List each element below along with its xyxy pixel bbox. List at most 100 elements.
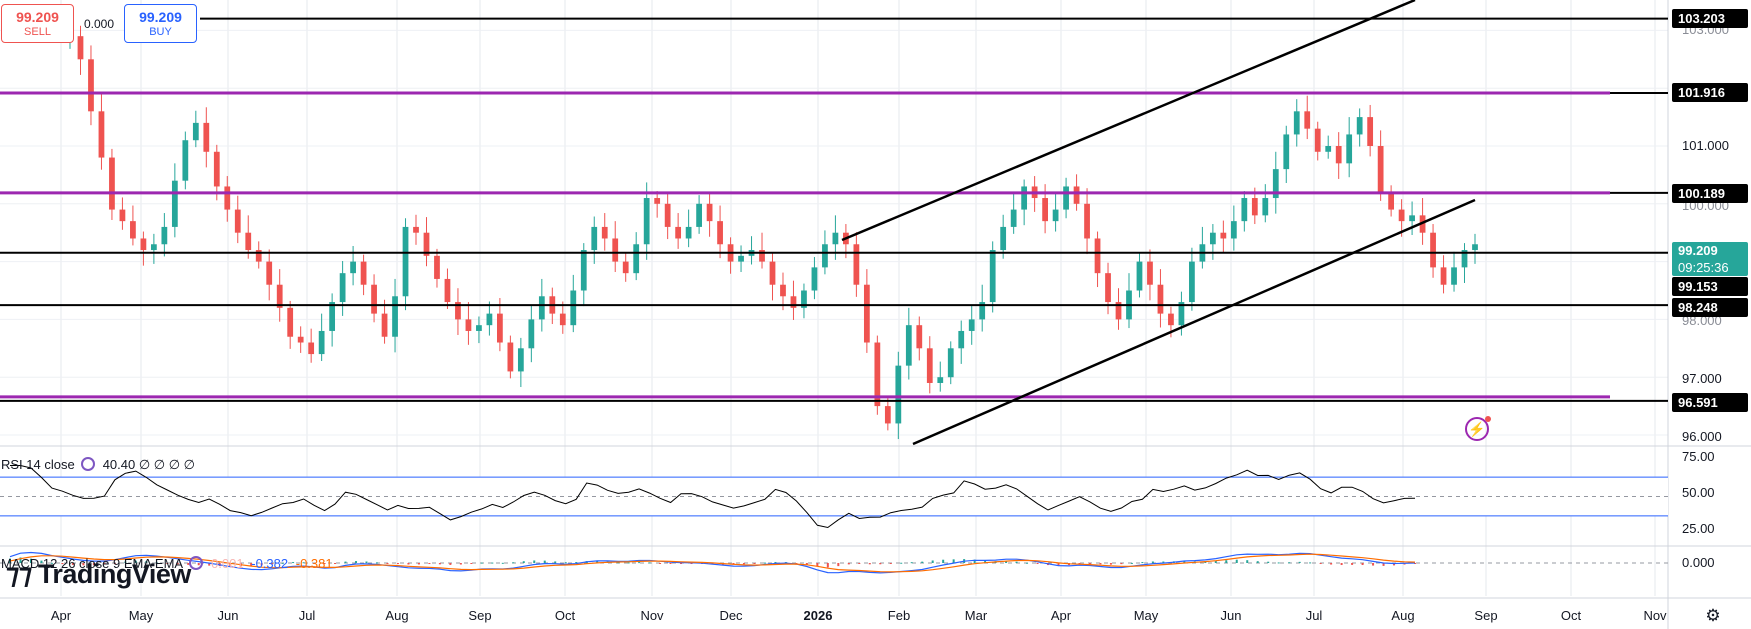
indicator-settings-icon[interactable]: [80, 457, 95, 471]
time-axis-label: Dec: [719, 608, 743, 623]
macd-axis-tick: 0.000: [1682, 555, 1715, 570]
candle-body: [1262, 198, 1269, 216]
candle-body: [780, 284, 786, 297]
price-tag[interactable]: 99.153: [1672, 277, 1748, 296]
candle-body: [580, 250, 587, 291]
candle-body: [1461, 250, 1468, 268]
macd-histogram-bar: [879, 563, 882, 565]
time-axis-label: Sep: [1474, 608, 1498, 623]
macd-histogram-bar: [71, 563, 74, 565]
macd-histogram-bar: [92, 563, 95, 566]
candle-body: [1105, 273, 1111, 303]
candle-body: [150, 244, 157, 251]
buy-label: BUY: [149, 26, 172, 38]
candle-body: [1398, 209, 1405, 222]
macd-histogram-bar: [1277, 562, 1280, 564]
macd-histogram-bar: [805, 563, 808, 565]
macd-histogram-bar: [921, 561, 924, 563]
buy-button[interactable]: 99.209 BUY: [124, 4, 197, 43]
rsi-legend-extra: ∅ ∅ ∅ ∅: [138, 457, 196, 472]
candle-body: [1115, 302, 1122, 320]
time-axis-label: Feb: [887, 608, 911, 623]
macd-histogram-bar: [365, 561, 368, 563]
macd-histogram-bar: [113, 563, 116, 564]
candle-body: [937, 377, 944, 383]
price-tag[interactable]: 101.916: [1672, 83, 1748, 102]
candle-body: [434, 255, 440, 279]
candle-body: [675, 226, 682, 239]
time-axis-label: Jul: [298, 608, 316, 623]
candle-body: [329, 302, 336, 331]
candle-body: [1000, 226, 1007, 251]
macd-legend[interactable]: MACD 12 26 close 9 EMA EMA 0.001 -0.382 -…: [1, 556, 333, 571]
price-tag[interactable]: 103.203: [1672, 9, 1748, 28]
macd-histogram-bar: [29, 558, 32, 563]
macd-histogram-bar: [742, 563, 745, 565]
macd-histogram-bar: [134, 560, 137, 563]
macd-histogram-bar: [1246, 560, 1249, 563]
gear-icon[interactable]: ⚙: [1705, 606, 1721, 625]
candle-body: [1021, 186, 1028, 210]
candle-body: [895, 365, 902, 424]
macd-histogram-bar: [1005, 561, 1008, 563]
candle-body: [538, 296, 545, 320]
macd-histogram-bar: [449, 563, 452, 565]
macd-histogram-bar: [680, 563, 683, 564]
macd-histogram-bar: [1099, 563, 1102, 565]
macd-histogram-bar: [522, 561, 525, 563]
macd-signal-value: -0.381: [295, 556, 333, 571]
candle-body: [171, 180, 178, 227]
lightning-icon[interactable]: ⚡: [1465, 417, 1489, 441]
time-axis-label: Nov: [640, 608, 664, 623]
candle-body: [769, 261, 776, 285]
candle-body: [811, 267, 818, 291]
tradingview-logo-text: TradingView: [37, 559, 192, 589]
macd-histogram-bar: [355, 561, 358, 563]
candle-body: [822, 244, 828, 268]
candle-body: [413, 226, 419, 233]
indicator-settings-icon[interactable]: [189, 556, 204, 570]
candle-body: [1377, 146, 1384, 193]
macd-histogram-bar: [847, 563, 850, 565]
macd-histogram-bar: [61, 563, 64, 565]
macd-histogram-bar: [438, 563, 441, 565]
macd-histogram-bar: [868, 563, 871, 565]
current-price-tag[interactable]: 99.209 09:25:36: [1672, 242, 1748, 276]
candle-body: [1451, 267, 1457, 285]
macd-histogram-bar: [281, 562, 284, 564]
candle-body: [245, 232, 252, 251]
candle-body: [465, 319, 472, 331]
price-tag[interactable]: 96.591: [1672, 393, 1748, 412]
time-axis-label: Sep: [468, 608, 492, 623]
candle-body: [392, 296, 398, 337]
macd-histogram-bar: [1225, 560, 1228, 563]
rsi-legend[interactable]: RSI 14 close 40.40 ∅ ∅ ∅ ∅: [1, 457, 195, 473]
macd-histogram-bar: [1267, 561, 1270, 563]
time-axis-label: Apr: [50, 608, 72, 623]
candle-body: [161, 226, 168, 245]
macd-histogram-bar: [1151, 561, 1154, 563]
candle-body: [1189, 261, 1195, 303]
candle-body: [444, 278, 451, 303]
candle-body: [685, 226, 692, 239]
candle-body: [863, 284, 870, 343]
macd-histogram-bar: [260, 563, 263, 566]
candle-body: [1335, 146, 1342, 164]
macd-histogram-bar: [942, 559, 945, 563]
candle-body: [1241, 198, 1248, 222]
macd-histogram-bar: [480, 562, 483, 564]
candle-body: [1430, 232, 1436, 268]
sell-button[interactable]: 99.209 SELL: [1, 4, 74, 43]
candle-body: [109, 157, 115, 210]
macd-histogram-bar: [145, 561, 148, 563]
price-tag[interactable]: 98.248: [1672, 298, 1748, 317]
rsi-legend-title: RSI 14 close: [1, 457, 75, 472]
macd-histogram-bar: [763, 562, 766, 564]
macd-histogram-bar: [1120, 563, 1123, 565]
candle-body: [130, 221, 136, 239]
macd-histogram-bar: [1141, 562, 1144, 564]
macd-legend-title: MACD 12 26 close 9 EMA EMA: [1, 556, 184, 571]
macd-histogram-bar: [470, 563, 473, 564]
price-tag[interactable]: 100.189: [1672, 184, 1748, 203]
